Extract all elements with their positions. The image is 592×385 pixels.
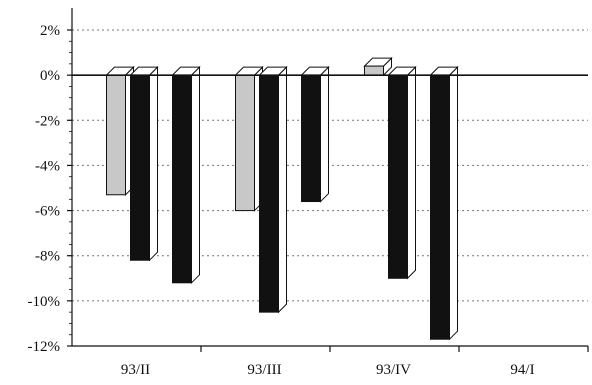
bar-front	[172, 74, 192, 284]
x-tick-label: 94/I	[510, 362, 534, 378]
bar-front	[364, 65, 384, 76]
y-tick-label: -10%	[28, 294, 61, 310]
bar-side	[320, 65, 329, 203]
bar-front	[259, 74, 279, 313]
bar-front	[388, 74, 408, 279]
bar	[300, 65, 330, 203]
bar	[258, 65, 288, 314]
bar-front	[130, 74, 150, 261]
y-tick-label: -2%	[35, 113, 60, 129]
bar	[105, 65, 135, 196]
y-tick-label: 0%	[40, 68, 60, 84]
bar	[234, 65, 264, 212]
bar-front	[430, 74, 450, 340]
bar	[129, 65, 159, 262]
y-tick-label: -8%	[35, 249, 60, 265]
y-tick-label: -12%	[28, 339, 61, 355]
bar-side	[191, 65, 200, 285]
x-tick-label: 93/IV	[376, 362, 411, 378]
bar	[171, 65, 201, 285]
bar-front	[301, 74, 321, 203]
y-tick-label: -4%	[35, 158, 60, 174]
bar-side	[407, 65, 416, 280]
y-tick-label: -6%	[35, 204, 60, 220]
bar-side	[278, 65, 287, 314]
x-tick-label: 93/III	[247, 362, 281, 378]
bar-front	[235, 74, 255, 212]
bar-side	[449, 65, 458, 341]
bar-front	[106, 74, 126, 196]
bar-side	[149, 65, 158, 262]
x-tick-label: 93/II	[121, 362, 150, 378]
bar	[387, 65, 417, 280]
bar	[429, 65, 459, 341]
bar	[363, 56, 393, 77]
y-tick-label: 2%	[40, 23, 60, 39]
